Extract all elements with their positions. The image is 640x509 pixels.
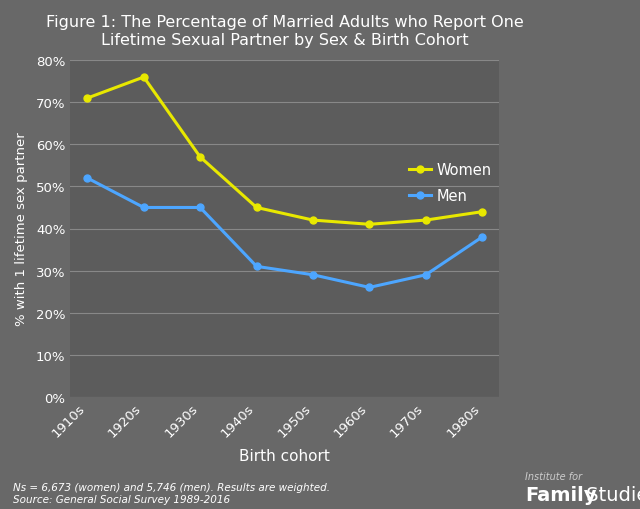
Women xyxy=(309,218,317,224)
Text: Institute for: Institute for xyxy=(525,471,582,481)
Legend: Women, Men: Women, Men xyxy=(409,162,492,204)
Line: Men: Men xyxy=(84,175,486,291)
Text: Family: Family xyxy=(525,485,596,504)
Women xyxy=(479,209,486,215)
X-axis label: Birth cohort: Birth cohort xyxy=(239,448,330,463)
Women xyxy=(253,205,260,211)
Title: Figure 1: The Percentage of Married Adults who Report One
Lifetime Sexual Partne: Figure 1: The Percentage of Married Adul… xyxy=(46,15,524,47)
Men xyxy=(253,264,260,270)
Women xyxy=(365,222,373,228)
Men xyxy=(365,285,373,291)
Men xyxy=(309,272,317,278)
Men xyxy=(196,205,204,211)
Women xyxy=(196,155,204,161)
Y-axis label: % with 1 lifetime sex partner: % with 1 lifetime sex partner xyxy=(15,132,28,326)
Text: Ns = 6,673 (women) and 5,746 (men). Results are weighted.
Source: General Social: Ns = 6,673 (women) and 5,746 (men). Resu… xyxy=(13,483,330,504)
Women xyxy=(140,75,148,81)
Text: Studies: Studies xyxy=(580,485,640,504)
Men xyxy=(479,234,486,240)
Men xyxy=(422,272,429,278)
Women xyxy=(83,96,91,102)
Women xyxy=(422,218,429,224)
Men xyxy=(140,205,148,211)
Line: Women: Women xyxy=(84,74,486,229)
Men xyxy=(83,176,91,182)
